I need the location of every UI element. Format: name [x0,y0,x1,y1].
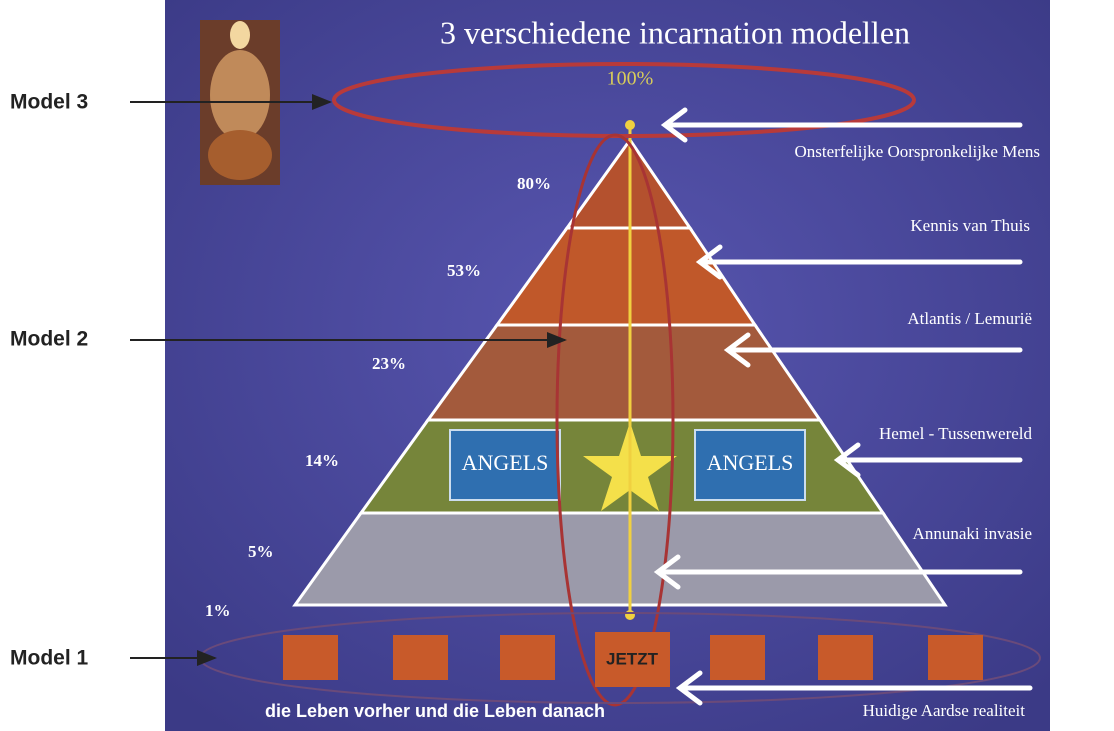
angels-label: ANGELS [707,450,794,475]
percentage: 14% [305,451,339,470]
percentage: 80% [517,174,551,193]
now-label: JETZT [606,649,659,668]
level-label: Annunaki invasie [913,524,1032,543]
percentage: 1% [205,601,231,620]
level-label: Hemel - Tussenwereld [879,424,1032,443]
caption: die Leben vorher und die Leben danach [265,701,605,721]
model-label: Model 1 [10,647,88,670]
level-label: Kennis van Thuis [910,216,1030,235]
level-label: Onsterfelijke Oorspronkelijke Mens [795,142,1041,161]
angels-label: ANGELS [462,450,549,475]
level-label: Huidige Aardse realiteit [863,701,1026,720]
model-labels: Model 3 Model 2 Model 1 [10,91,88,670]
percentage: 53% [447,261,481,280]
screenshot: 3 verschiedene incarnation modellen 100%… [0,0,1114,731]
dot [625,120,635,130]
top-label: 100% [607,68,654,90]
model-label: Model 2 [10,328,88,351]
dot [625,610,635,620]
percentage: 5% [248,542,274,561]
model-label: Model 3 [10,91,88,114]
title: 3 verschiedene incarnation modellen [440,14,910,50]
level-label: Atlantis / Lemurië [907,309,1032,328]
percentage: 23% [372,354,406,373]
